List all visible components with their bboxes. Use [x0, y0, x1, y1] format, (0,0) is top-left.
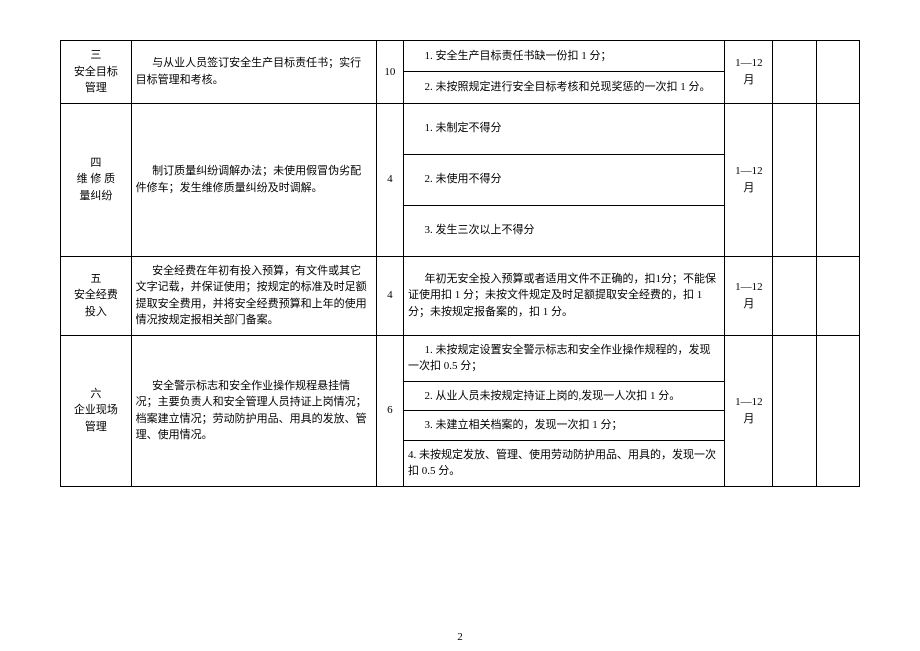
- category-cell: 六 企业现场 管理: [61, 335, 132, 486]
- criteria-cell: 3. 发生三次以上不得分: [404, 205, 725, 256]
- category-cell: 三 安全目标 管理: [61, 41, 132, 104]
- category-cell: 四 维 修 质 量纠纷: [61, 103, 132, 256]
- score-cell: 6: [376, 335, 403, 486]
- score-cell: 10: [376, 41, 403, 104]
- criteria-cell: 2. 从业人员未按规定持证上岗的,发现一人次扣 1 分。: [404, 381, 725, 411]
- description-cell: 安全经费在年初有投入预算，有文件或其它文字记载，并保证使用；按规定的标准及时足额…: [131, 256, 376, 335]
- table-row: 六 企业现场 管理 安全警示标志和安全作业操作规程悬挂情况；主要负责人和安全管理…: [61, 335, 860, 381]
- blank-cell: [816, 103, 859, 256]
- criteria-cell: 3. 未建立相关档案的，发现一次扣 1 分；: [404, 411, 725, 441]
- blank-cell: [773, 41, 816, 104]
- table-row: 三 安全目标 管理 与从业人员签订安全生产目标责任书；实行目标管理和考核。 10…: [61, 41, 860, 72]
- criteria-cell: 1. 未按规定设置安全警示标志和安全作业操作规程的，发现一次扣 0.5 分；: [404, 335, 725, 381]
- criteria-cell: 4. 未按规定发放、管理、使用劳动防护用品、用具的，发现一次扣 0.5 分。: [404, 440, 725, 486]
- criteria-cell: 1. 未制定不得分: [404, 103, 725, 154]
- description-cell: 安全警示标志和安全作业操作规程悬挂情况；主要负责人和安全管理人员持证上岗情况；档…: [131, 335, 376, 486]
- score-cell: 4: [376, 103, 403, 256]
- page-number: 2: [0, 631, 920, 643]
- period-cell: 1—12 月: [725, 41, 773, 104]
- blank-cell: [816, 256, 859, 335]
- criteria-cell: 年初无安全投入预算或者适用文件不正确的，扣1分；不能保证使用扣 1 分；未按文件…: [404, 256, 725, 335]
- period-cell: 1—12 月: [725, 103, 773, 256]
- table-row: 四 维 修 质 量纠纷 制订质量纠纷调解办法；未使用假冒伪劣配件修车；发生维修质…: [61, 103, 860, 154]
- blank-cell: [773, 256, 816, 335]
- score-cell: 4: [376, 256, 403, 335]
- page: 三 安全目标 管理 与从业人员签订安全生产目标责任书；实行目标管理和考核。 10…: [0, 0, 920, 651]
- criteria-cell: 1. 安全生产目标责任书缺一份扣 1 分；: [404, 41, 725, 72]
- criteria-cell: 2. 未按照规定进行安全目标考核和兑现奖惩的一次扣 1 分。: [404, 72, 725, 103]
- table-row: 五 安全经费 投入 安全经费在年初有投入预算，有文件或其它文字记载，并保证使用；…: [61, 256, 860, 335]
- description-cell: 制订质量纠纷调解办法；未使用假冒伪劣配件修车；发生维修质量纠纷及时调解。: [131, 103, 376, 256]
- period-cell: 1—12 月: [725, 335, 773, 486]
- period-cell: 1—12 月: [725, 256, 773, 335]
- assessment-table: 三 安全目标 管理 与从业人员签订安全生产目标责任书；实行目标管理和考核。 10…: [60, 40, 860, 487]
- criteria-cell: 2. 未使用不得分: [404, 154, 725, 205]
- blank-cell: [773, 103, 816, 256]
- blank-cell: [816, 335, 859, 486]
- category-cell: 五 安全经费 投入: [61, 256, 132, 335]
- description-cell: 与从业人员签订安全生产目标责任书；实行目标管理和考核。: [131, 41, 376, 104]
- blank-cell: [773, 335, 816, 486]
- blank-cell: [816, 41, 859, 104]
